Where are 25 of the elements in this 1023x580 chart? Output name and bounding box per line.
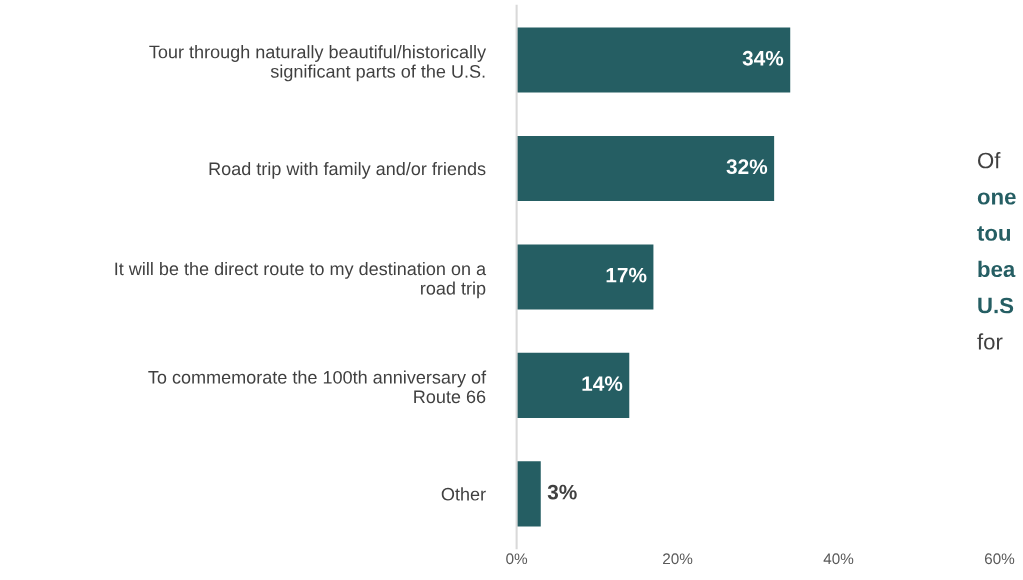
annotation: Of (978, 152, 1001, 169)
data-label: 14% (582, 376, 623, 391)
bar (516, 244, 654, 310)
y-tick-label: Other (441, 487, 486, 501)
y-tick-label: To commemorate the 100th anniversary of Route 66 (148, 370, 487, 404)
x-tick-label: 60% (984, 553, 1015, 565)
annotation: bea (978, 260, 1016, 278)
bar (516, 135, 775, 202)
x-tick-label: 20% (663, 553, 693, 565)
annotation: U.S (978, 297, 1014, 314)
annotation: tou (977, 226, 1011, 241)
bar (516, 352, 630, 418)
y-tick-label: Tour through naturally beautiful/historically significant parts of the U.S. (149, 45, 487, 82)
y-tick-label: It will be the direct route to my destination on a road trip (115, 261, 487, 299)
annotation: for (977, 333, 1003, 350)
y-tick-label: Road trip with family and/or friends (209, 161, 486, 179)
bar (516, 461, 541, 527)
x-tick-label: 40% (823, 553, 854, 565)
bar (516, 27, 791, 93)
x-tick-label: 0% (506, 553, 528, 565)
data-label: 17% (606, 267, 647, 283)
data-label: 32% (726, 159, 768, 175)
data-label: 34% (742, 50, 784, 66)
data-label: 3% (547, 484, 577, 500)
annotation: one (977, 192, 1016, 205)
